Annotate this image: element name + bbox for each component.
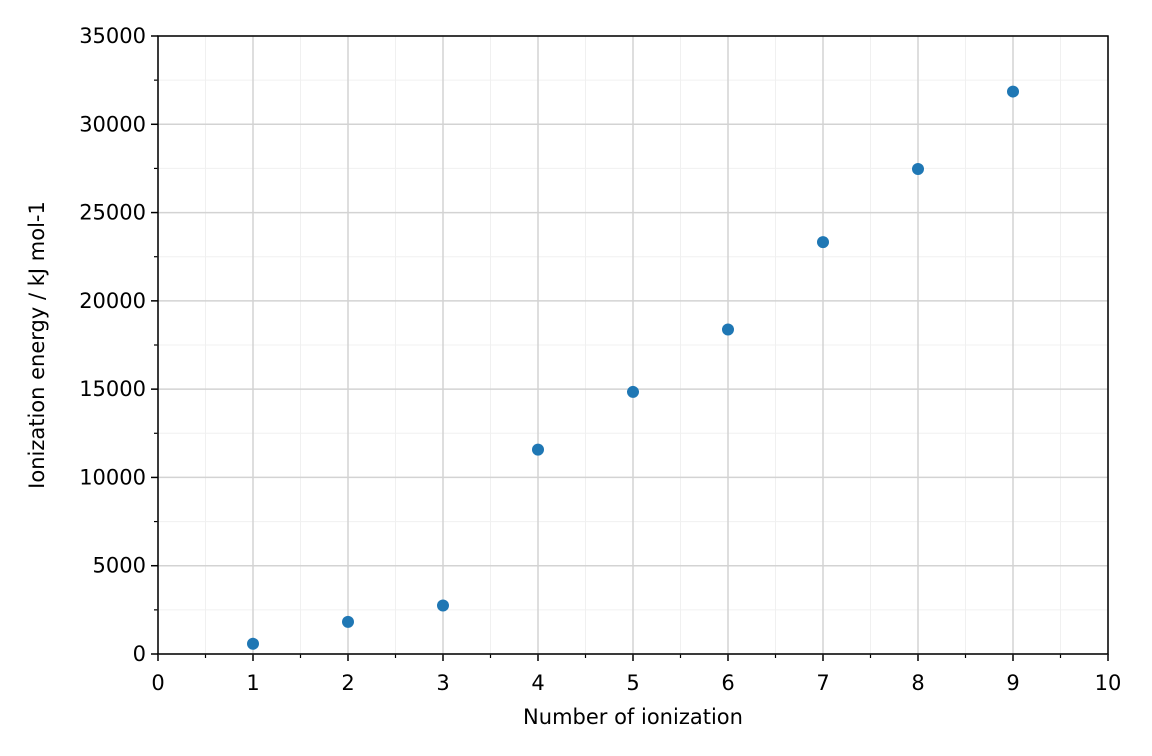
data-point (627, 385, 639, 398)
data-point (437, 599, 449, 612)
x-tick-label: 4 (531, 671, 544, 695)
x-tick-label: 3 (436, 671, 449, 695)
y-tick-label: 30000 (79, 112, 146, 136)
x-tick-label: 6 (721, 671, 734, 695)
x-tick-label: 2 (341, 671, 354, 695)
x-tick-label: 9 (1006, 671, 1019, 695)
x-tick-label: 7 (816, 671, 829, 695)
data-point (912, 163, 924, 176)
data-point (342, 615, 354, 628)
x-tick-label: 1 (246, 671, 259, 695)
x-tick-label: 0 (151, 671, 164, 695)
data-point (1007, 85, 1019, 98)
y-tick-label: 15000 (79, 377, 146, 401)
y-tick-label: 25000 (79, 201, 146, 225)
y-axis-label: Ionization energy / kJ mol-1 (25, 201, 49, 489)
y-tick-label: 35000 (79, 24, 146, 48)
x-tick-label: 8 (911, 671, 924, 695)
x-tick-label: 10 (1095, 671, 1122, 695)
y-tick-label: 10000 (79, 465, 146, 489)
data-point (817, 236, 829, 249)
data-point (247, 637, 259, 650)
x-tick-label: 5 (626, 671, 639, 695)
plot-frame (157, 35, 1109, 655)
y-tick-label: 0 (133, 642, 146, 666)
data-point (532, 443, 544, 456)
y-tick-label: 5000 (93, 554, 146, 578)
data-point (722, 323, 734, 336)
y-tick-label: 20000 (79, 289, 146, 313)
x-axis-label: Number of ionization (523, 705, 743, 729)
